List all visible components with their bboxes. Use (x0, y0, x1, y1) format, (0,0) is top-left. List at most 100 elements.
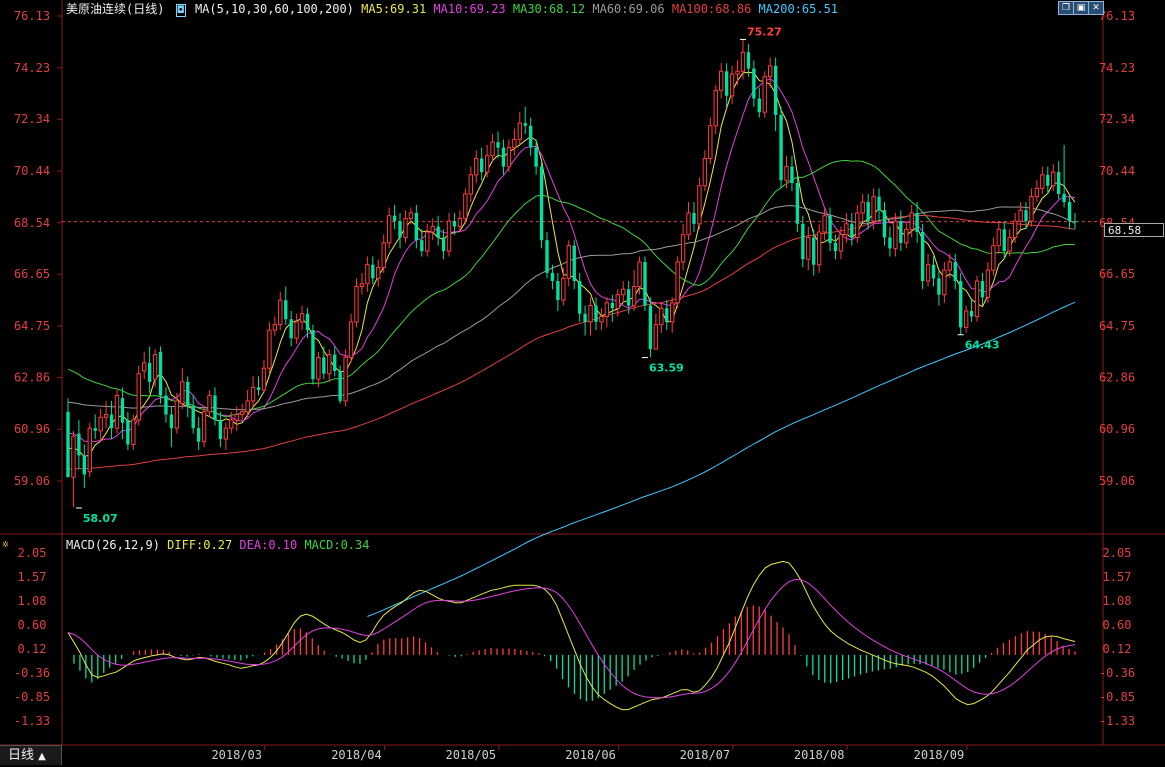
candle[interactable] (850, 212, 854, 246)
candle[interactable] (953, 253, 957, 290)
candle[interactable] (680, 223, 686, 271)
candle[interactable] (822, 207, 827, 241)
candle[interactable] (545, 232, 549, 279)
candle[interactable] (186, 376, 190, 418)
candle[interactable] (142, 351, 147, 380)
candle[interactable] (398, 212, 402, 249)
candle[interactable] (126, 411, 130, 450)
candle[interactable] (713, 84, 718, 134)
candle[interactable] (866, 193, 870, 230)
gear-icon[interactable]: ✲ (2, 537, 9, 550)
candle[interactable] (120, 387, 125, 440)
candle[interactable] (631, 270, 637, 312)
candle[interactable] (77, 419, 81, 470)
candle[interactable] (229, 411, 234, 434)
candle[interactable] (795, 174, 800, 233)
candle[interactable] (610, 294, 615, 322)
candle[interactable] (158, 346, 163, 404)
candle[interactable] (299, 305, 305, 331)
candle[interactable] (93, 414, 97, 440)
candle[interactable] (963, 305, 969, 333)
candle[interactable] (752, 60, 756, 107)
candle[interactable] (577, 272, 582, 322)
candle[interactable] (708, 117, 713, 164)
candle[interactable] (284, 286, 288, 325)
candle[interactable] (931, 256, 936, 287)
candle[interactable] (425, 223, 430, 257)
candle[interactable] (648, 297, 653, 358)
candle[interactable] (501, 139, 506, 175)
candle[interactable] (245, 390, 250, 418)
candle[interactable] (996, 221, 1001, 254)
candle[interactable] (278, 291, 283, 331)
candle[interactable] (702, 150, 708, 192)
candle[interactable] (974, 275, 980, 322)
candle[interactable] (234, 406, 239, 431)
candle[interactable] (512, 128, 517, 156)
candle[interactable] (1007, 229, 1012, 257)
candle[interactable] (888, 226, 892, 257)
candle[interactable] (855, 204, 860, 243)
candle[interactable] (556, 272, 560, 312)
candle[interactable] (484, 144, 490, 178)
candle[interactable] (468, 166, 473, 203)
candle[interactable] (452, 212, 457, 235)
candle[interactable] (131, 414, 136, 450)
candle[interactable] (223, 422, 229, 450)
candle[interactable] (267, 321, 272, 374)
candle[interactable] (942, 261, 947, 303)
candle[interactable] (354, 278, 359, 328)
candle[interactable] (735, 60, 740, 85)
candle[interactable] (566, 240, 571, 287)
candle[interactable] (1012, 212, 1018, 243)
candle[interactable] (980, 272, 985, 306)
candle[interactable] (947, 253, 952, 279)
candle[interactable] (816, 223, 822, 273)
candle[interactable] (359, 272, 365, 295)
candle[interactable] (599, 308, 604, 331)
candle[interactable] (490, 133, 495, 162)
candle[interactable] (719, 63, 724, 99)
candle[interactable] (322, 346, 326, 380)
candle[interactable] (376, 259, 381, 287)
candle[interactable] (289, 311, 293, 347)
candle[interactable] (1024, 202, 1028, 230)
candle[interactable] (643, 256, 647, 312)
indicator-icon[interactable]: ◘ (175, 4, 186, 17)
candle[interactable] (474, 150, 479, 183)
candle[interactable] (920, 223, 925, 290)
candle[interactable] (762, 71, 767, 118)
candle[interactable] (838, 226, 844, 260)
candle[interactable] (1002, 221, 1006, 260)
candle[interactable] (909, 204, 914, 238)
candle[interactable] (1056, 161, 1061, 200)
candle[interactable] (506, 139, 512, 173)
candle[interactable] (893, 212, 898, 257)
candle[interactable] (348, 313, 354, 363)
candle[interactable] (724, 63, 729, 107)
candle[interactable] (653, 313, 659, 350)
candle[interactable] (615, 289, 620, 317)
candle[interactable] (218, 411, 223, 448)
candle[interactable] (180, 368, 185, 410)
candle[interactable] (1029, 188, 1034, 227)
candle[interactable] (523, 106, 527, 134)
candle[interactable] (925, 253, 931, 287)
candle[interactable] (343, 349, 348, 407)
candle[interactable] (381, 234, 386, 273)
candle[interactable] (207, 390, 212, 418)
candle[interactable] (882, 202, 887, 246)
candle[interactable] (327, 349, 332, 382)
candle[interactable] (528, 117, 533, 156)
candle[interactable] (82, 444, 87, 489)
candle[interactable] (196, 417, 201, 450)
candle[interactable] (305, 308, 310, 339)
candle[interactable] (588, 297, 593, 336)
candle[interactable] (213, 387, 217, 426)
candle[interactable] (833, 234, 838, 260)
candle[interactable] (87, 422, 92, 478)
candle[interactable] (98, 409, 103, 442)
candle[interactable] (697, 177, 702, 230)
candle[interactable] (479, 147, 484, 181)
